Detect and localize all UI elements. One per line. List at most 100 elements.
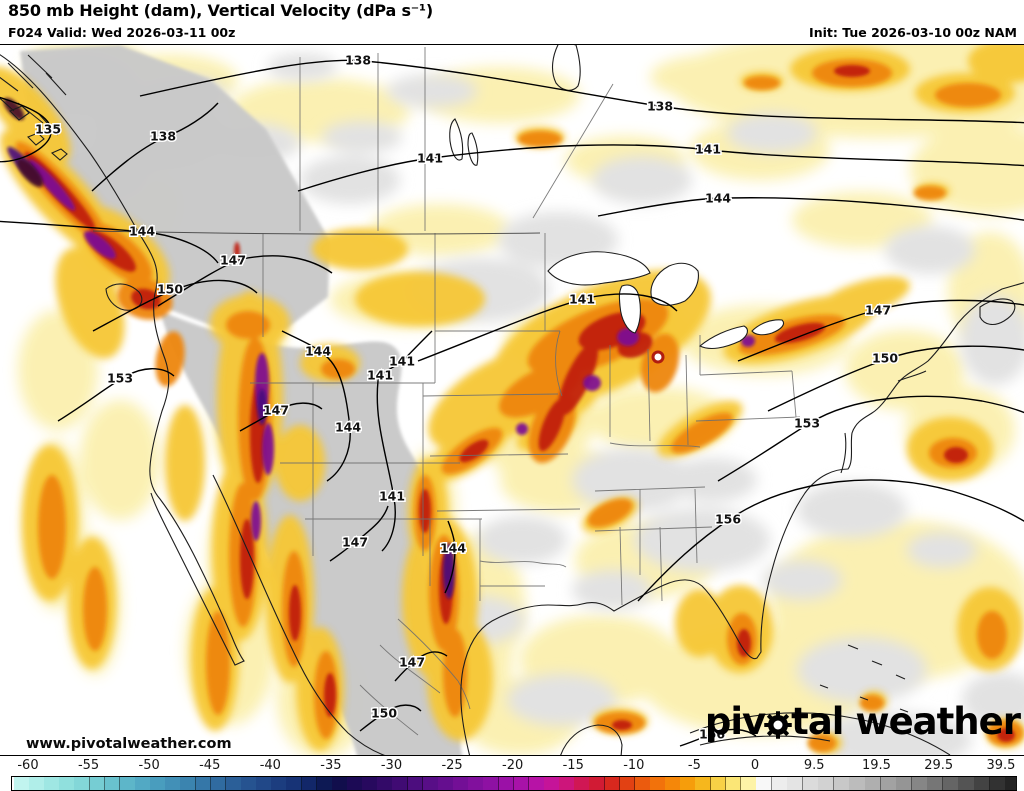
contour-label: 144: [705, 191, 731, 206]
page-title: 850 mb Height (dam), Vertical Velocity (…: [8, 1, 433, 20]
contour-label: 138: [647, 99, 673, 114]
contour-label: 138: [150, 129, 176, 144]
contour-label: 147: [342, 535, 368, 550]
contour-label: 150: [872, 351, 898, 366]
colorbar-tick-label: -60: [17, 758, 39, 773]
colorbar-tick-label: -10: [623, 758, 645, 773]
contour-labels: 135 1381381381411411441441471501531411471…: [33, 51, 899, 743]
height-contours: [0, 59, 1024, 747]
colorbar-cell: [347, 777, 363, 790]
contour-label: 147: [865, 303, 891, 318]
colorbar-tick-label: -20: [502, 758, 524, 773]
colorbar-cell: [316, 777, 333, 790]
colorbar-cell: [135, 777, 151, 790]
colorbar-tick-label: 0: [750, 758, 760, 773]
colorbar-cell: [574, 777, 590, 790]
colorbar-cell: [665, 777, 681, 790]
colorbar-tick-label: -25: [441, 758, 463, 773]
state-borders: [92, 47, 801, 736]
colorbar-cell: [286, 777, 303, 790]
colorbar-cell: [241, 777, 257, 790]
colorbar-cell: [195, 777, 212, 790]
colorbar-cell: [59, 777, 76, 790]
colorbar-cell: [119, 777, 136, 790]
colorbar-cell: [256, 777, 272, 790]
contour-label: 144: [335, 420, 361, 435]
colorbar-cell: [225, 777, 242, 790]
colorbar-cell: [710, 777, 727, 790]
colorbar-tick-label: 29.5: [924, 758, 954, 773]
colorbar-scale: [11, 776, 1017, 791]
colorbar-cell: [680, 777, 696, 790]
contour-label: 144: [440, 541, 466, 556]
extreme-lift-shading: [28, 159, 755, 541]
colorbar-cell: [377, 777, 394, 790]
colorbar-cell: [725, 777, 742, 790]
colorbar-cell: [498, 777, 515, 790]
gear-icon: [764, 710, 792, 739]
colorbar-tick-label: -50: [138, 758, 160, 773]
weather-map[interactable]: 135 138 138 138 141 141 144 144 147 150 153 141 147 1…: [0, 44, 1024, 756]
colorbar-cell: [818, 777, 835, 790]
contour-label: 141: [417, 151, 443, 166]
contour-label: 147: [399, 655, 425, 670]
colorbar-cell: [619, 777, 636, 790]
contour-label: 141: [569, 292, 595, 307]
contour-label: 141: [389, 354, 415, 369]
contour-label: 144: [305, 344, 331, 359]
contour-label: 156: [715, 512, 741, 527]
colorbar-cell: [787, 777, 804, 790]
forecast-valid-label: F024 Valid: Wed 2026-03-11 00z: [8, 25, 236, 40]
colorbar-tick-label: -5: [687, 758, 701, 773]
colorbar-cell: [864, 777, 882, 790]
colorbar-cell: [483, 777, 500, 790]
colorbar-tick-label: -55: [77, 758, 100, 773]
colorbar-cell: [74, 777, 91, 790]
colorbar: -60 -55 -50 -45 -40 -35 -30 -25 -20 -15 -10 -5 0 9.5 1…: [0, 757, 1024, 791]
contour-label: 141: [695, 142, 721, 157]
colorbar-cell: [180, 777, 197, 790]
colorbar-tick-label: 19.5: [861, 758, 891, 773]
colorbar-cell: [942, 777, 959, 790]
colorbar-cell: [973, 777, 991, 790]
contour-label: 135: [35, 122, 61, 137]
contour-label: 156: [699, 727, 725, 742]
colorbar-cell: [559, 777, 575, 790]
colorbar-cell: [771, 777, 788, 790]
colorbar-cell: [13, 777, 30, 790]
colorbar-cell: [392, 777, 409, 790]
colorbar-cell: [331, 777, 348, 790]
contour-label: 153: [794, 416, 820, 431]
colorbar-cell: [407, 777, 424, 790]
logo-text-piv: piv: [704, 700, 766, 743]
header: 850 mb Height (dam), Vertical Velocity (…: [0, 0, 1024, 44]
colorbar-cell: [44, 777, 60, 790]
colorbar-cell: [271, 777, 288, 790]
contour-label: 150: [157, 282, 183, 297]
colorbar-cell: [104, 777, 121, 790]
colorbar-tick-label: 9.5: [803, 758, 825, 773]
logo-text-tal: tal: [791, 700, 844, 743]
colorbar-cell: [28, 777, 45, 790]
colorbar-tick-label: -15: [562, 758, 584, 773]
contour-label: 150: [371, 706, 397, 721]
colorbar-cell: [802, 777, 819, 790]
logo-text-weather: weather: [843, 700, 1021, 743]
brand-logo: piv tal weather: [704, 700, 1021, 743]
colorbar-cell: [911, 777, 928, 790]
colorbar-cell: [740, 777, 757, 790]
colorbar-cell: [833, 777, 850, 790]
colorbar-cell: [513, 777, 530, 790]
colorbar-cell: [927, 777, 944, 790]
colorbar-cell: [301, 777, 318, 790]
colorbar-cell: [695, 777, 712, 790]
colorbar-cell: [604, 777, 621, 790]
contour-label: 141: [367, 368, 393, 383]
contour-label: 141: [379, 489, 405, 504]
colorbar-cell: [649, 777, 666, 790]
contour-label: 138: [345, 53, 371, 68]
contour-label: 144: [129, 224, 155, 239]
colorbar-cell: [150, 777, 166, 790]
colorbar-cell: [1005, 777, 1017, 790]
colorbar-cell: [634, 777, 651, 790]
